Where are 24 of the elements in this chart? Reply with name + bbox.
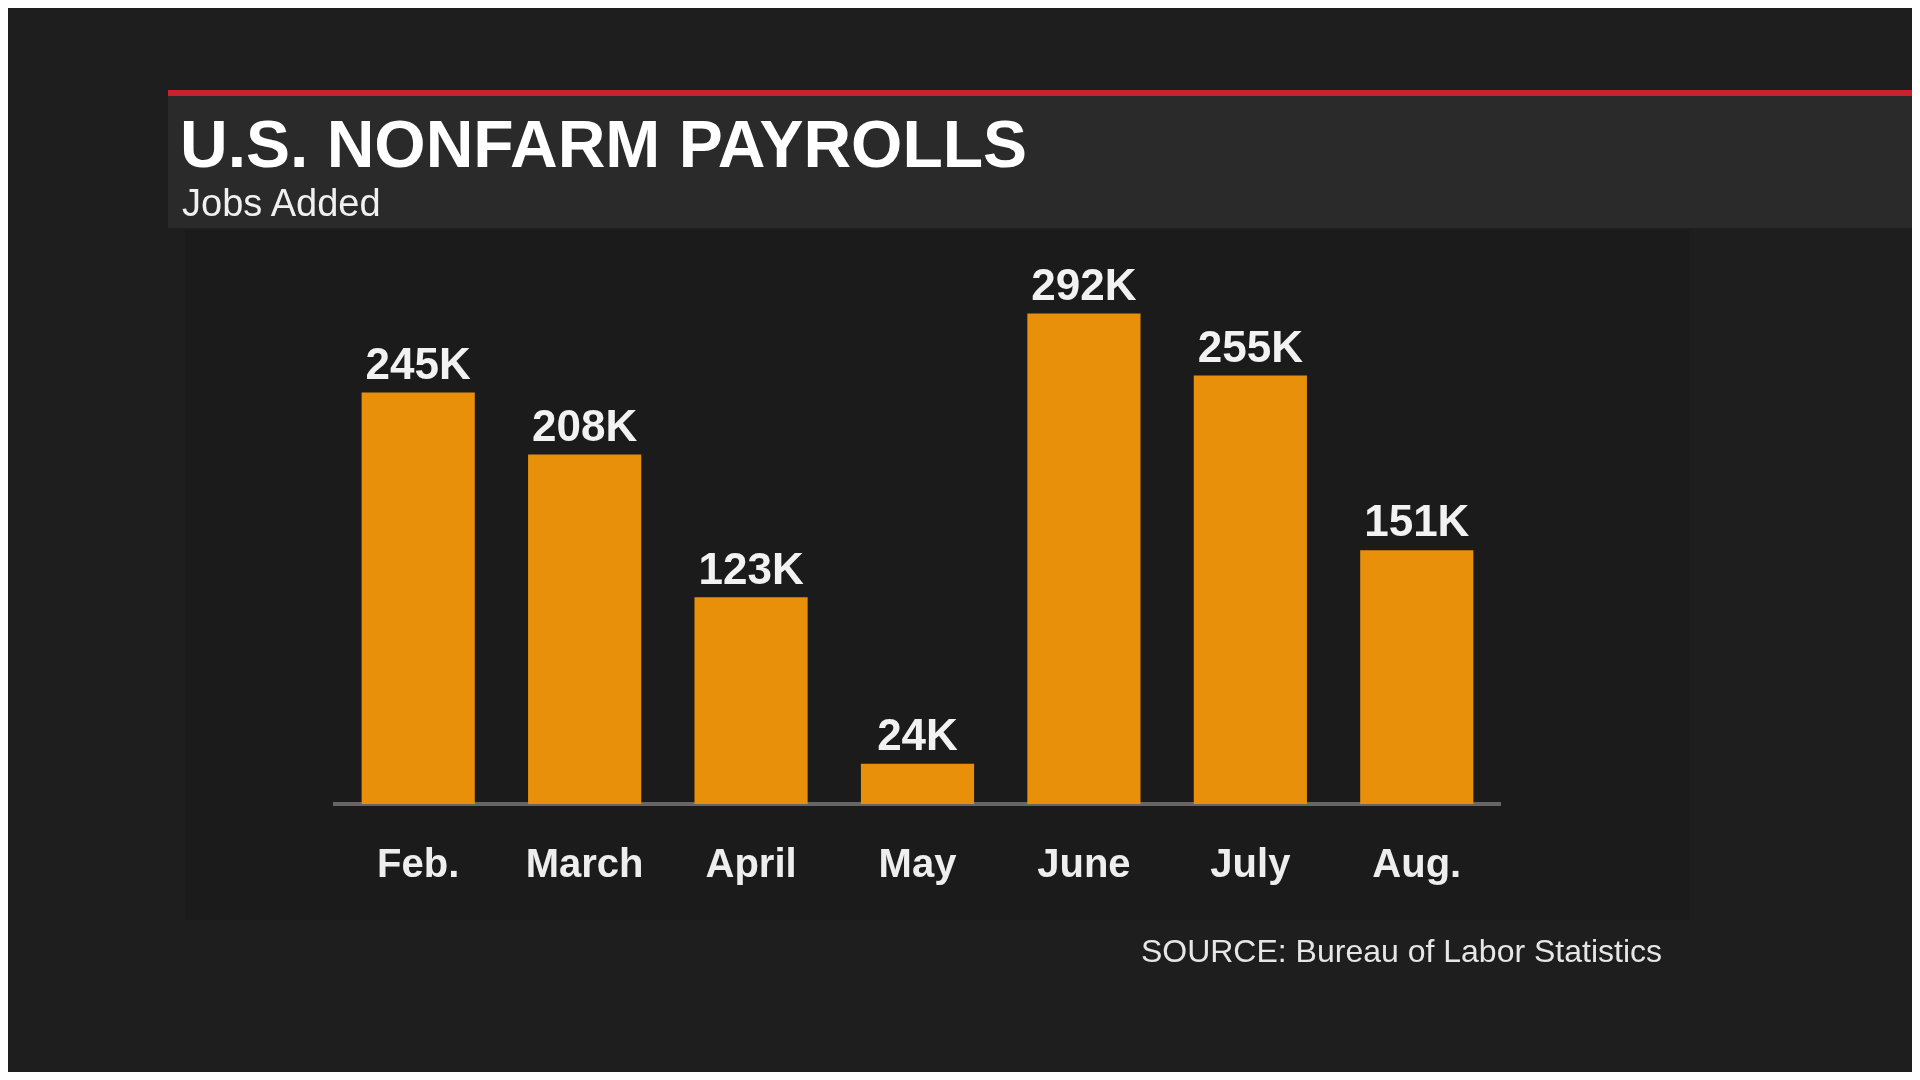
data-label: 245K xyxy=(365,338,472,388)
bar xyxy=(361,392,475,804)
bar xyxy=(528,454,642,804)
bar xyxy=(1027,313,1141,804)
data-label: 123K xyxy=(698,543,804,593)
bar xyxy=(1360,550,1474,804)
x-tick-label: June xyxy=(1037,841,1131,886)
data-label: 292K xyxy=(1031,259,1137,309)
source-note: SOURCE: Bureau of Labor Statistics xyxy=(1140,933,1662,970)
x-tick-label: March xyxy=(525,841,644,886)
bar xyxy=(860,763,975,804)
chart-title: U.S. NONFARM PAYROLLS xyxy=(180,106,1029,182)
data-label: 208K xyxy=(532,400,638,450)
x-tick-label: July xyxy=(1210,841,1292,886)
chart-subtitle: Jobs Added xyxy=(182,182,382,225)
x-tick-label: Aug. xyxy=(1372,841,1462,886)
data-label: 151K xyxy=(1364,496,1470,546)
data-label: 255K xyxy=(1197,321,1304,371)
bar xyxy=(1193,375,1307,804)
x-tick-label: May xyxy=(878,841,958,886)
x-tick-label: April xyxy=(705,841,797,886)
x-tick-label: Feb. xyxy=(377,841,460,886)
data-label: 24K xyxy=(877,709,959,759)
bar xyxy=(694,597,808,804)
